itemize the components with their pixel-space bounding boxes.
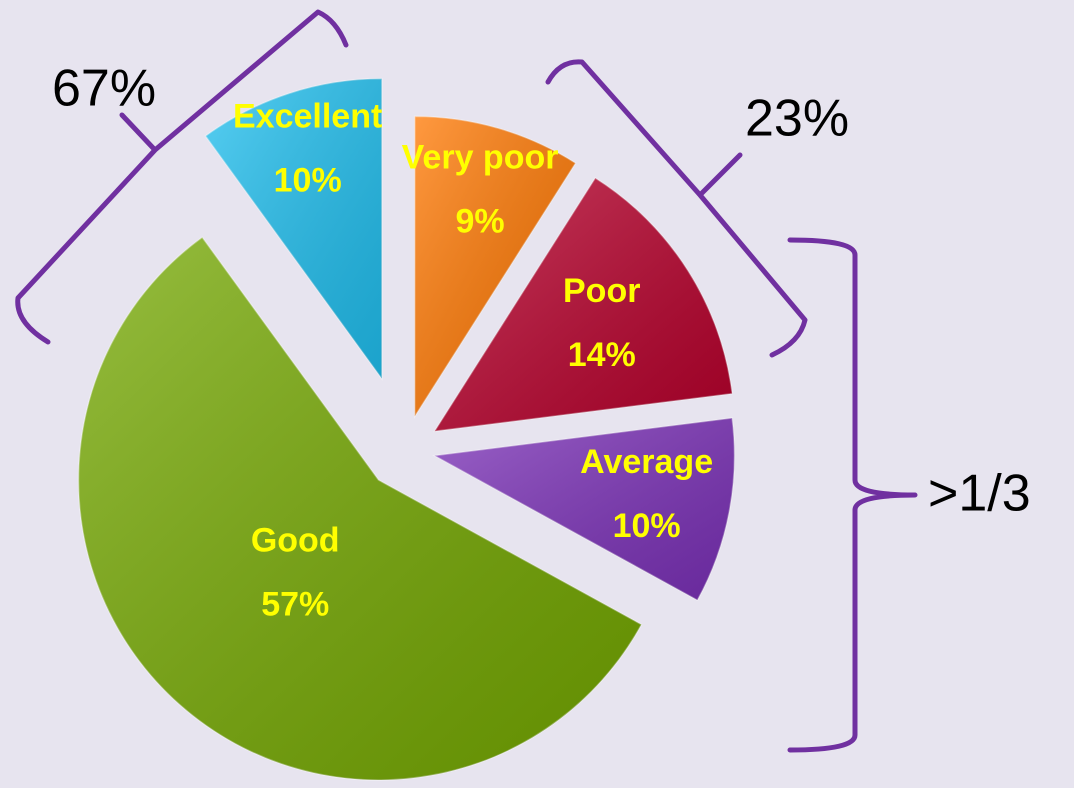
slice-value-label: 14% [568,336,636,374]
slice-category: Average [580,443,713,481]
slice-category: Poor [563,272,640,310]
slice-shine [205,78,382,379]
annotation: 67% [52,60,156,118]
slice-category: Good [251,522,340,560]
slice-value-label: 10% [274,161,342,199]
brace-67 [15,9,349,345]
slice-shine [78,237,642,781]
slice-value-label: 57% [261,586,329,624]
slice-shine [434,177,733,432]
annotation: >1/3 [928,465,1031,523]
brace-23 [545,59,808,358]
slice-category: Very poor [402,139,559,177]
slices [77,77,736,781]
slice-category: Excellent [233,97,382,135]
slice-value-label: 9% [455,203,504,241]
slice-shine [414,116,576,417]
labels: Very poor 9% Poor 14% Average 10% Good 57% Excel… [233,97,713,623]
slice-shine [434,418,735,601]
slice-value-label: 10% [613,507,681,545]
annotation: 23% [745,90,849,148]
brace-third [787,237,918,753]
